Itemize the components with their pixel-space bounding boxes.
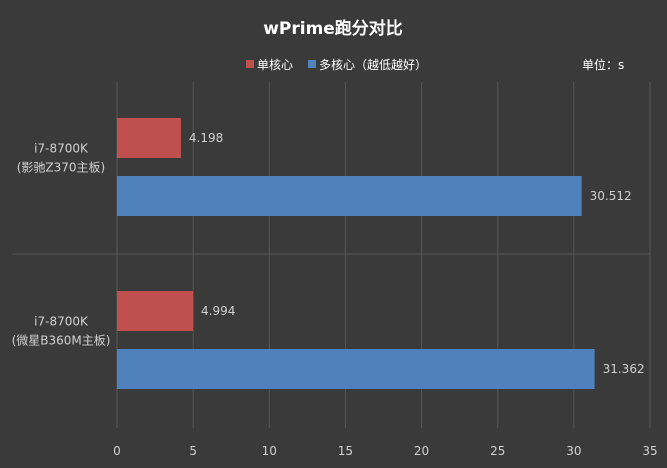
x-tick-label: 5 <box>189 444 197 458</box>
bar-single-core <box>117 118 181 158</box>
x-tick-label: 20 <box>414 444 429 458</box>
data-label: 4.198 <box>189 131 223 145</box>
x-tick-label: 0 <box>113 444 121 458</box>
category-label: (微星B360M主板) <box>12 334 111 348</box>
bar-multi-core <box>117 349 595 389</box>
data-label: 31.362 <box>603 362 645 376</box>
category-label: i7-8700K <box>34 142 89 156</box>
legend-swatch <box>246 60 254 68</box>
chart-title: wPrime跑分对比 <box>263 18 403 39</box>
legend: 单核心 多核心（越低越好） <box>246 58 427 72</box>
x-tick-label: 30 <box>566 444 581 458</box>
x-tick-label: 35 <box>642 444 657 458</box>
category-label: i7-8700K <box>34 315 89 329</box>
x-tick-label: 15 <box>338 444 353 458</box>
category-labels: i7-8700K (影驰Z370主板) i7-8700K (微星B360M主板) <box>12 142 111 348</box>
unit-label: 单位：s <box>582 57 624 72</box>
category-label: (影驰Z370主板) <box>17 161 106 175</box>
legend-swatch <box>308 60 316 68</box>
x-axis-ticks: 0 5 10 15 20 25 30 35 <box>113 444 657 458</box>
data-label: 30.512 <box>590 189 632 203</box>
bar-multi-core <box>117 176 582 216</box>
bars <box>117 118 595 389</box>
legend-label: 多核心（越低越好） <box>319 58 427 72</box>
legend-label: 单核心 <box>257 58 293 72</box>
x-tick-label: 25 <box>490 444 505 458</box>
bar-value-labels: 4.198 30.512 4.994 31.362 <box>189 131 645 376</box>
data-label: 4.994 <box>201 304 235 318</box>
x-tick-label: 10 <box>262 444 277 458</box>
bar-single-core <box>117 291 194 331</box>
